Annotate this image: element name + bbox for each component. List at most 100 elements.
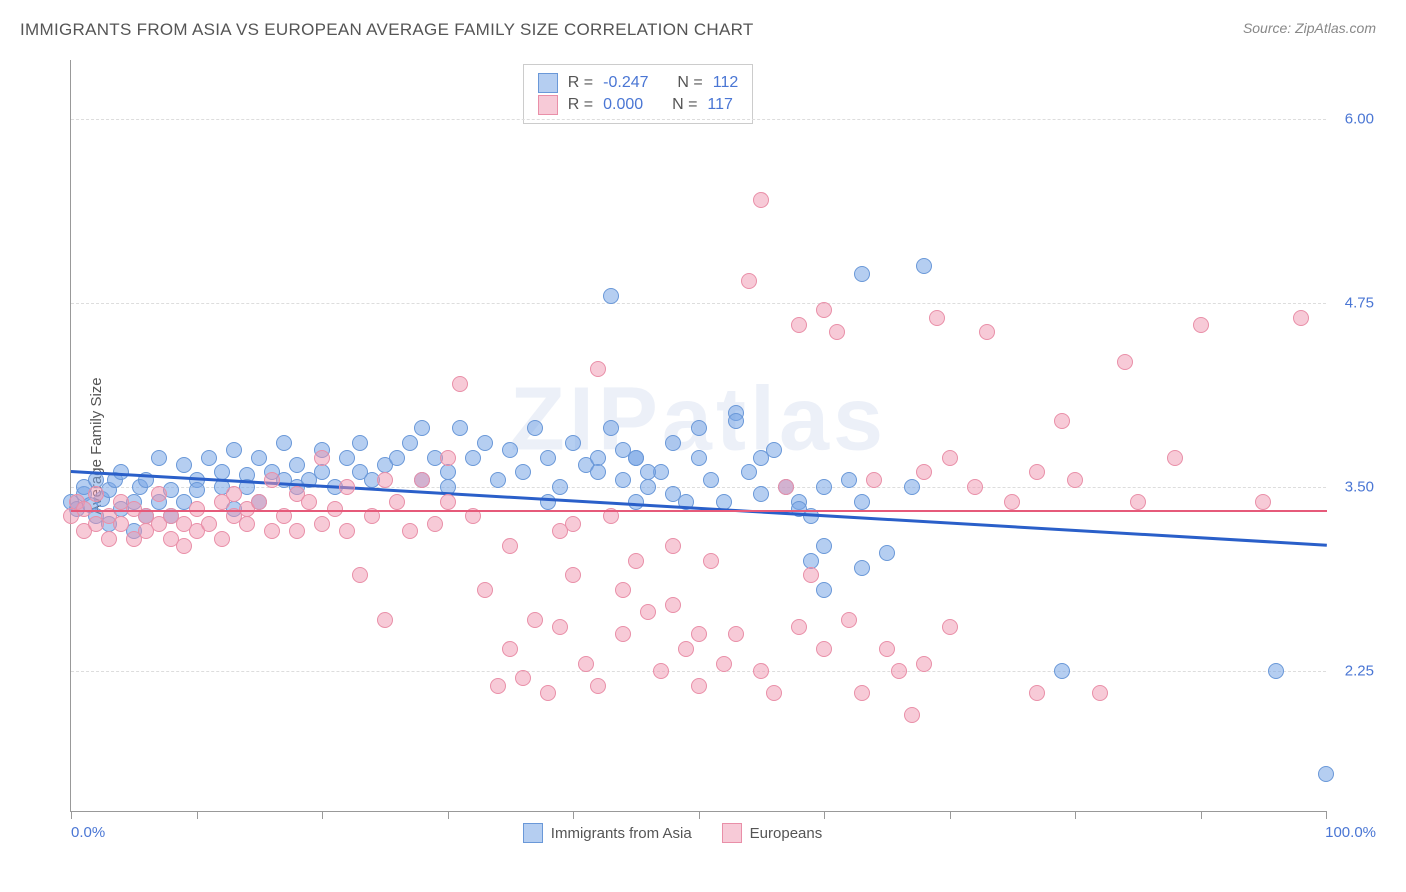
scatter-point [766, 685, 782, 701]
scatter-point [778, 479, 794, 495]
scatter-point [854, 494, 870, 510]
scatter-point [402, 435, 418, 451]
scatter-point [151, 486, 167, 502]
scatter-point [552, 619, 568, 635]
scatter-point [414, 472, 430, 488]
scatter-point [1167, 450, 1183, 466]
stats-r-label-1: R = [568, 96, 593, 114]
scatter-point [352, 435, 368, 451]
scatter-point [377, 612, 393, 628]
scatter-point [1318, 766, 1334, 782]
scatter-point [1117, 354, 1133, 370]
scatter-point [502, 641, 518, 657]
scatter-point [301, 494, 317, 510]
scatter-point [1255, 494, 1271, 510]
swatch-series-0 [538, 73, 558, 93]
scatter-point [716, 656, 732, 672]
scatter-point [942, 450, 958, 466]
scatter-point [1054, 413, 1070, 429]
scatter-point [527, 420, 543, 436]
scatter-point [678, 641, 694, 657]
legend-item-1: Europeans [722, 823, 823, 843]
scatter-point [113, 516, 129, 532]
scatter-point [703, 553, 719, 569]
stats-row-series-0: R = -0.247 N = 112 [538, 73, 738, 93]
source-citation: Source: ZipAtlas.com [1243, 20, 1376, 36]
scatter-point [916, 656, 932, 672]
scatter-point [665, 538, 681, 554]
scatter-point [1092, 685, 1108, 701]
scatter-point [314, 464, 330, 480]
scatter-point [590, 464, 606, 480]
scatter-point [314, 450, 330, 466]
scatter-point [665, 435, 681, 451]
scatter-point [1054, 663, 1070, 679]
y-tick-label: 6.00 [1345, 110, 1374, 127]
scatter-point [264, 472, 280, 488]
scatter-point [1029, 464, 1045, 480]
scatter-point [603, 420, 619, 436]
scatter-point [226, 486, 242, 502]
scatter-point [289, 523, 305, 539]
scatter-point [264, 523, 280, 539]
scatter-point [402, 523, 418, 539]
scatter-point [1193, 317, 1209, 333]
legend-item-0: Immigrants from Asia [523, 823, 692, 843]
scatter-point [1268, 663, 1284, 679]
scatter-point [803, 567, 819, 583]
x-tick [197, 811, 198, 819]
scatter-point [389, 450, 405, 466]
scatter-point [753, 192, 769, 208]
scatter-point [691, 678, 707, 694]
scatter-point [540, 450, 556, 466]
y-tick-label: 4.75 [1345, 294, 1374, 311]
scatter-point [176, 538, 192, 554]
x-axis-min-label: 0.0% [71, 824, 105, 841]
scatter-point [1067, 472, 1083, 488]
scatter-point [904, 479, 920, 495]
scatter-point [691, 420, 707, 436]
stats-n-value-1: 117 [707, 96, 733, 114]
scatter-point [477, 582, 493, 598]
x-tick [699, 811, 700, 819]
scatter-point [515, 464, 531, 480]
scatter-point [389, 494, 405, 510]
scatter-point [377, 472, 393, 488]
scatter-point [615, 626, 631, 642]
scatter-point [728, 626, 744, 642]
scatter-point [816, 302, 832, 318]
scatter-point [829, 324, 845, 340]
scatter-point [753, 450, 769, 466]
scatter-point [603, 288, 619, 304]
grid-line [71, 671, 1326, 672]
scatter-point [841, 472, 857, 488]
scatter-point [904, 707, 920, 723]
grid-line [71, 487, 1326, 488]
scatter-point [816, 479, 832, 495]
scatter-point [440, 450, 456, 466]
scatter-point [440, 464, 456, 480]
scatter-point [753, 486, 769, 502]
scatter-point [552, 479, 568, 495]
scatter-point [502, 442, 518, 458]
scatter-point [352, 567, 368, 583]
bottom-legend: Immigrants from Asia Europeans [523, 823, 822, 843]
x-tick [71, 811, 72, 819]
scatter-point [414, 420, 430, 436]
scatter-point [565, 567, 581, 583]
scatter-point [101, 531, 117, 547]
scatter-point [640, 604, 656, 620]
scatter-point [979, 324, 995, 340]
scatter-point [189, 482, 205, 498]
scatter-point [791, 317, 807, 333]
scatter-point [640, 464, 656, 480]
scatter-point [1293, 310, 1309, 326]
scatter-point [841, 612, 857, 628]
trend-line [71, 510, 1327, 513]
legend-swatch-0 [523, 823, 543, 843]
scatter-point [465, 450, 481, 466]
scatter-point [339, 450, 355, 466]
scatter-point [916, 464, 932, 480]
stats-r-value-1: 0.000 [603, 96, 643, 114]
scatter-point [791, 619, 807, 635]
